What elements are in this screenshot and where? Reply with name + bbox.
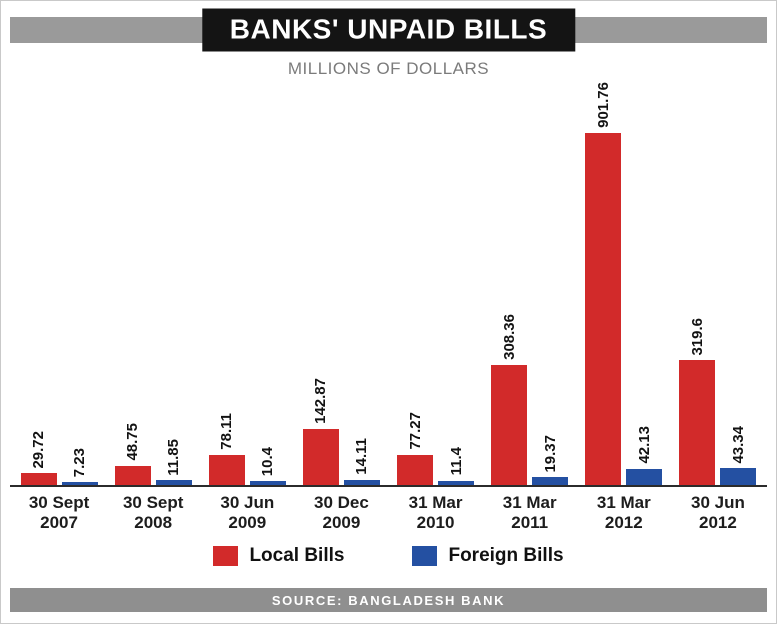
bar-value-label: 29.72 bbox=[30, 430, 48, 469]
bar-group-30-jun-2012: 319.6 43.34 bbox=[671, 318, 765, 485]
bar-value-label: 901.76 bbox=[594, 82, 612, 128]
title-box: BANKS' UNPAID BILLS bbox=[201, 8, 576, 52]
bar-local-bills bbox=[20, 473, 57, 485]
bar-item-local-bills: 901.76 bbox=[585, 82, 622, 485]
bar-local-bills bbox=[585, 133, 622, 485]
legend-label: Local Bills bbox=[249, 545, 345, 567]
bar-foreign-bills bbox=[343, 479, 380, 485]
legend-item-foreign-bills: Foreign Bills bbox=[412, 545, 564, 567]
bar-group-31-mar-2011: 308.36 19.37 bbox=[483, 314, 577, 485]
bar-chart: 29.72 7.23 48.75 11.85 78.11 10.4 142.87 14.11 7… bbox=[10, 82, 767, 487]
bar-item-foreign-bills: 10.4 bbox=[249, 446, 286, 485]
x-axis-label: 30 Sept 2007 bbox=[28, 493, 90, 532]
x-axis-label: 30 Sept 2008 bbox=[122, 493, 184, 532]
source-bar: SOURCE: BANGLADESH BANK bbox=[10, 588, 767, 612]
page-title: BANKS' UNPAID BILLS bbox=[229, 13, 548, 45]
bar-value-label: 43.34 bbox=[729, 425, 747, 464]
bar-value-label: 48.75 bbox=[124, 423, 142, 461]
bar-local-bills bbox=[397, 454, 434, 485]
bar-value-label: 10.4 bbox=[259, 446, 277, 476]
foreign-bills-swatch bbox=[412, 546, 438, 567]
bar-value-label: 77.27 bbox=[406, 412, 424, 450]
bar-item-local-bills: 77.27 bbox=[397, 412, 434, 485]
bar-value-label: 7.23 bbox=[71, 447, 89, 477]
bar-item-foreign-bills: 42.13 bbox=[626, 426, 663, 485]
bar-local-bills bbox=[302, 429, 339, 485]
bar-foreign-bills bbox=[61, 482, 98, 485]
bar-foreign-bills bbox=[720, 468, 757, 485]
x-axis-label: 30 Dec 2009 bbox=[314, 493, 369, 532]
bar-item-local-bills: 308.36 bbox=[491, 313, 528, 485]
bar-item-foreign-bills: 19.37 bbox=[532, 434, 569, 485]
x-axis-label: 31 Mar 2010 bbox=[408, 493, 463, 532]
x-axis-label: 30 Jun 2009 bbox=[220, 493, 275, 532]
bar-group-30-sept-2007: 29.72 7.23 bbox=[12, 431, 106, 485]
bar-group-30-jun-2009: 78.11 10.4 bbox=[200, 413, 294, 485]
bar-item-local-bills: 29.72 bbox=[20, 430, 57, 485]
bar-foreign-bills bbox=[249, 480, 286, 485]
bar-value-label: 11.4 bbox=[447, 447, 465, 476]
bar-item-local-bills: 48.75 bbox=[114, 423, 151, 485]
x-axis-label: 30 Jun 2012 bbox=[691, 493, 745, 532]
bar-local-bills bbox=[208, 454, 245, 485]
bar-local-bills bbox=[491, 364, 528, 485]
x-axis-label: 31 Mar 2011 bbox=[502, 493, 557, 532]
bar-item-foreign-bills: 43.34 bbox=[720, 425, 757, 485]
legend-label: Foreign Bills bbox=[448, 545, 564, 567]
bar-item-local-bills: 142.87 bbox=[302, 378, 339, 485]
bar-local-bills bbox=[114, 466, 151, 485]
bar-item-local-bills: 319.6 bbox=[679, 317, 716, 485]
bar-group-31-mar-2012: 901.76 42.13 bbox=[577, 82, 671, 485]
x-axis-label: 31 Mar 2012 bbox=[596, 493, 651, 532]
bar-value-label: 14.11 bbox=[353, 437, 371, 475]
bar-item-foreign-bills: 11.85 bbox=[155, 438, 192, 485]
bar-group-30-dec-2009: 142.87 14.11 bbox=[294, 378, 388, 485]
bar-value-label: 42.13 bbox=[635, 426, 653, 464]
bar-group-30-sept-2008: 48.75 11.85 bbox=[106, 423, 200, 485]
bar-value-label: 78.11 bbox=[218, 412, 236, 450]
bar-value-label: 11.85 bbox=[165, 438, 183, 476]
x-axis-labels: 30 Sept 2007 30 Sept 2008 30 Jun 2009 30 Dec 20… bbox=[10, 493, 767, 532]
bar-foreign-bills bbox=[626, 468, 663, 485]
source-text: SOURCE: BANGLADESH BANK bbox=[271, 592, 506, 608]
bar-item-foreign-bills: 14.11 bbox=[343, 437, 380, 485]
title-strip: BANKS' UNPAID BILLS bbox=[10, 8, 767, 52]
bar-value-label: 308.36 bbox=[500, 313, 518, 360]
legend-item-local-bills: Local Bills bbox=[213, 545, 344, 567]
local-bills-swatch bbox=[213, 546, 239, 567]
chart-subtitle: MILLIONS OF DOLLARS bbox=[287, 59, 490, 78]
bar-foreign-bills bbox=[532, 477, 569, 485]
bar-item-foreign-bills: 7.23 bbox=[61, 447, 98, 485]
bar-foreign-bills bbox=[155, 480, 192, 485]
bar-value-label: 319.6 bbox=[688, 317, 706, 356]
bar-group-31-mar-2010: 77.27 11.4 bbox=[389, 412, 483, 485]
bar-value-label: 142.87 bbox=[312, 378, 330, 425]
bar-local-bills bbox=[679, 360, 716, 485]
bar-item-local-bills: 78.11 bbox=[208, 412, 245, 485]
bar-value-label: 19.37 bbox=[541, 434, 559, 473]
chart-legend: Local Bills Foreign Bills bbox=[10, 545, 767, 567]
bar-foreign-bills bbox=[438, 480, 475, 485]
bar-item-foreign-bills: 11.4 bbox=[438, 447, 475, 485]
